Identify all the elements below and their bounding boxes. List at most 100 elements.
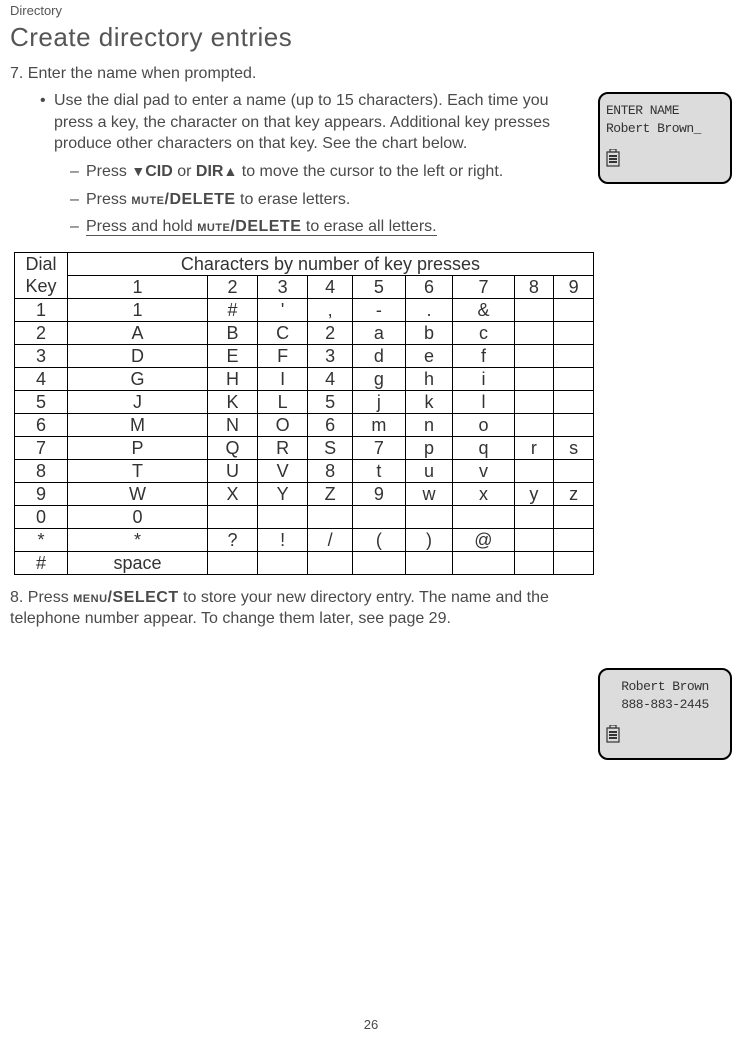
table-cell: k	[405, 390, 452, 413]
table-span-header: Characters by number of key presses	[68, 252, 594, 275]
table-row: 4GHI4ghi	[15, 367, 594, 390]
table-row: 00	[15, 505, 594, 528]
table-cell	[514, 551, 554, 574]
dir-key: DIR	[196, 163, 224, 180]
table-cell: e	[405, 344, 452, 367]
table-cell	[258, 505, 308, 528]
step7-sub3: – Press and hold mute/DELETE to erase al…	[70, 216, 580, 238]
table-cell: x	[453, 482, 514, 505]
dial-key-cell: 6	[15, 413, 68, 436]
table-row: 5JKL5jkl	[15, 390, 594, 413]
lcd-screen-2: Robert Brown 888-883-2445	[598, 668, 732, 760]
table-cell	[554, 505, 594, 528]
step8-pre: 8. Press	[10, 589, 73, 606]
table-cell: 7	[353, 436, 406, 459]
up-arrow-icon: ▲	[223, 162, 237, 181]
table-cell: Y	[258, 482, 308, 505]
table-cell: a	[353, 321, 406, 344]
step7-bullet-text: Use the dial pad to enter a name (up to …	[54, 90, 580, 155]
table-cell	[514, 390, 554, 413]
table-col-header: 6	[405, 275, 452, 298]
sub2-pre: Press	[86, 191, 131, 208]
table-cell	[353, 551, 406, 574]
table-cell: ?	[207, 528, 257, 551]
table-cell: '	[258, 298, 308, 321]
table-cell: w	[405, 482, 452, 505]
table-cell	[554, 413, 594, 436]
table-row: 3DEF3def	[15, 344, 594, 367]
table-cell	[258, 551, 308, 574]
table-cell: C	[258, 321, 308, 344]
table-cell: p	[405, 436, 452, 459]
table-cell: K	[207, 390, 257, 413]
sub3-post: to erase all letters.	[301, 218, 436, 235]
table-cell: -	[353, 298, 406, 321]
dial-key-cell: #	[15, 551, 68, 574]
table-cell: ,	[308, 298, 353, 321]
table-col-header: 7	[453, 275, 514, 298]
table-cell: E	[207, 344, 257, 367]
table-cell: o	[453, 413, 514, 436]
table-cell	[514, 505, 554, 528]
table-corner: DialKey	[15, 252, 68, 298]
table-row: 2ABC2abc	[15, 321, 594, 344]
table-cell	[514, 413, 554, 436]
table-row: 11#',-.&	[15, 298, 594, 321]
table-cell: b	[405, 321, 452, 344]
dial-key-cell: 0	[15, 505, 68, 528]
table-cell	[554, 321, 594, 344]
table-cell: (	[353, 528, 406, 551]
table-cell: F	[258, 344, 308, 367]
step8-text: 8. Press menu/SELECT to store your new d…	[10, 587, 590, 630]
dial-key-cell: *	[15, 528, 68, 551]
dial-key-cell: 4	[15, 367, 68, 390]
table-cell: X	[207, 482, 257, 505]
dial-key-cell: 7	[15, 436, 68, 459]
table-cell	[554, 459, 594, 482]
page-number: 26	[0, 1016, 742, 1034]
dial-key-cell: 2	[15, 321, 68, 344]
table-cell: M	[68, 413, 208, 436]
table-cell	[514, 321, 554, 344]
table-col-header: 9	[554, 275, 594, 298]
table-cell: 5	[308, 390, 353, 413]
table-row: #space	[15, 551, 594, 574]
table-cell: Q	[207, 436, 257, 459]
table-cell: 3	[308, 344, 353, 367]
table-cell: &	[453, 298, 514, 321]
table-cell: .	[405, 298, 452, 321]
table-cell: !	[258, 528, 308, 551]
sub2-post: to erase letters.	[236, 191, 351, 208]
table-col-header: 1	[68, 275, 208, 298]
table-cell: j	[353, 390, 406, 413]
table-cell: #	[207, 298, 257, 321]
table-cell	[514, 459, 554, 482]
table-cell: V	[258, 459, 308, 482]
table-cell: y	[514, 482, 554, 505]
table-cell: 8	[308, 459, 353, 482]
sub1-or: or	[173, 163, 196, 180]
table-col-header: 3	[258, 275, 308, 298]
table-cell: O	[258, 413, 308, 436]
table-cell: P	[68, 436, 208, 459]
table-row: 9WXYZ9wxyz	[15, 482, 594, 505]
table-cell: g	[353, 367, 406, 390]
dial-key-cell: 3	[15, 344, 68, 367]
step7-sub2: – Press mute/DELETE to erase letters.	[70, 189, 580, 211]
section-title: Create directory entries	[10, 20, 732, 55]
table-cell: H	[207, 367, 257, 390]
table-cell: T	[68, 459, 208, 482]
table-cell: r	[514, 436, 554, 459]
table-cell: u	[405, 459, 452, 482]
table-cell: /	[308, 528, 353, 551]
table-cell	[453, 551, 514, 574]
table-cell	[514, 528, 554, 551]
table-cell	[554, 298, 594, 321]
table-cell: 0	[68, 505, 208, 528]
table-cell: t	[353, 459, 406, 482]
battery-icon-2	[606, 725, 724, 743]
table-cell: f	[453, 344, 514, 367]
table-cell: 2	[308, 321, 353, 344]
table-cell: q	[453, 436, 514, 459]
table-cell: )	[405, 528, 452, 551]
